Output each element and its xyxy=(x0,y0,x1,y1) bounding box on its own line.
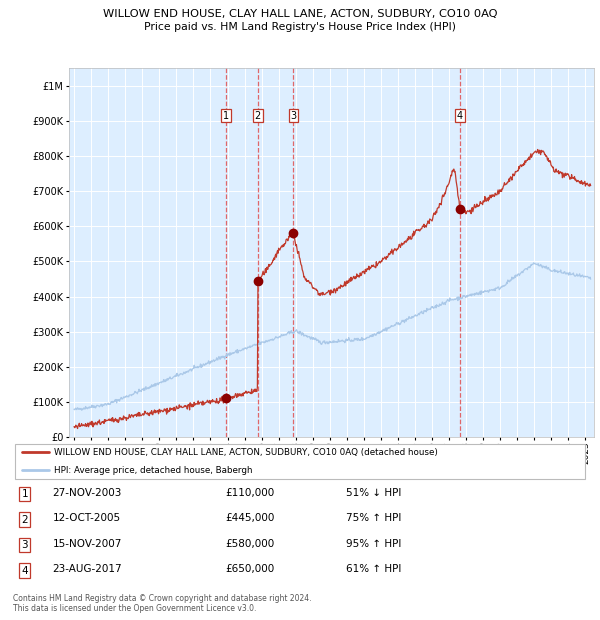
Text: 1: 1 xyxy=(22,489,28,499)
Text: 4: 4 xyxy=(22,565,28,575)
Text: 75% ↑ HPI: 75% ↑ HPI xyxy=(346,513,401,523)
Text: 2: 2 xyxy=(255,110,261,121)
Text: HPI: Average price, detached house, Babergh: HPI: Average price, detached house, Babe… xyxy=(54,466,253,475)
Text: 1: 1 xyxy=(223,110,229,121)
Text: 15-NOV-2007: 15-NOV-2007 xyxy=(52,539,122,549)
Text: WILLOW END HOUSE, CLAY HALL LANE, ACTON, SUDBURY, CO10 0AQ (detached house): WILLOW END HOUSE, CLAY HALL LANE, ACTON,… xyxy=(54,448,438,457)
Text: 12-OCT-2005: 12-OCT-2005 xyxy=(52,513,121,523)
Text: Price paid vs. HM Land Registry's House Price Index (HPI): Price paid vs. HM Land Registry's House … xyxy=(144,22,456,32)
Text: 95% ↑ HPI: 95% ↑ HPI xyxy=(346,539,401,549)
Text: 27-NOV-2003: 27-NOV-2003 xyxy=(52,488,122,498)
Text: £580,000: £580,000 xyxy=(225,539,274,549)
FancyBboxPatch shape xyxy=(15,443,585,479)
Text: 61% ↑ HPI: 61% ↑ HPI xyxy=(346,564,401,575)
Text: 4: 4 xyxy=(457,110,463,121)
Text: £650,000: £650,000 xyxy=(225,564,274,575)
Text: This data is licensed under the Open Government Licence v3.0.: This data is licensed under the Open Gov… xyxy=(13,604,257,613)
Text: 23-AUG-2017: 23-AUG-2017 xyxy=(52,564,122,575)
Text: 3: 3 xyxy=(22,540,28,550)
Text: £110,000: £110,000 xyxy=(225,488,274,498)
Text: £445,000: £445,000 xyxy=(225,513,274,523)
Text: 2: 2 xyxy=(22,515,28,525)
Text: WILLOW END HOUSE, CLAY HALL LANE, ACTON, SUDBURY, CO10 0AQ: WILLOW END HOUSE, CLAY HALL LANE, ACTON,… xyxy=(103,9,497,19)
Text: 51% ↓ HPI: 51% ↓ HPI xyxy=(346,488,401,498)
Text: 3: 3 xyxy=(290,110,296,121)
Text: Contains HM Land Registry data © Crown copyright and database right 2024.: Contains HM Land Registry data © Crown c… xyxy=(13,594,312,603)
